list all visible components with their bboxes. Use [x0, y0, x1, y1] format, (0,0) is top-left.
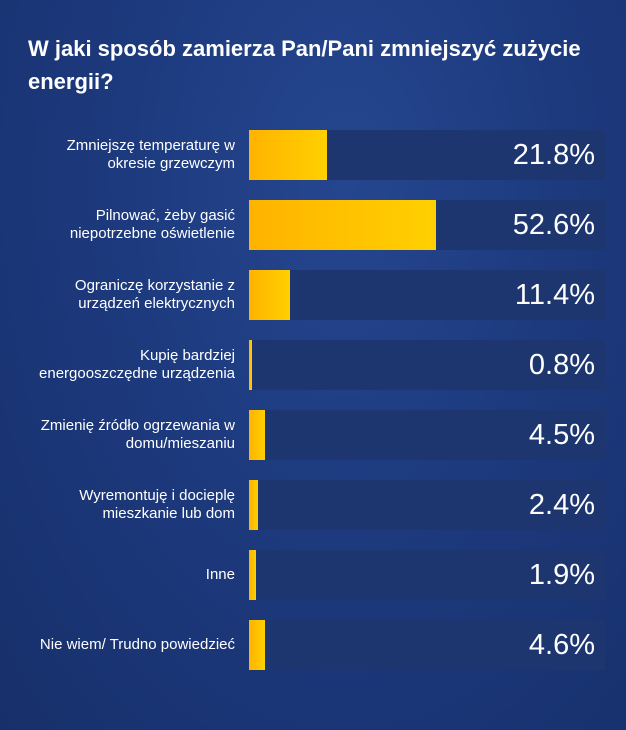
bar-row: Ograniczę korzystanie z urządzeń elektry… — [0, 270, 626, 320]
bar-track: 52.6% — [249, 200, 605, 250]
bar-row: Pilnować, żeby gasić niepotrzebne oświet… — [0, 200, 626, 250]
bar-track: 4.6% — [249, 620, 605, 670]
bar-row: Nie wiem/ Trudno powiedzieć 4.6% — [0, 620, 626, 670]
bar-row: Zmniejszę temperaturę w okresie grzewczy… — [0, 130, 626, 180]
category-label: Inne — [205, 566, 235, 583]
value-label: 1.9% — [528, 559, 595, 591]
bar-track: 11.4% — [249, 270, 605, 320]
chart-title: W jaki sposób zamierza Pan/Pani zmniejsz… — [28, 36, 581, 94]
category-label: Nie wiem/ Trudno powiedzieć — [39, 636, 235, 653]
category-label: Kupię bardziej energooszczędne urządzeni… — [39, 347, 235, 382]
bar-row: Zmienię źródło ogrzewania w domu/mieszan… — [0, 410, 626, 460]
value-label: 11.4% — [514, 279, 595, 311]
bar — [249, 200, 437, 250]
value-label: 2.4% — [528, 489, 595, 521]
bar-track: 0.8% — [249, 340, 605, 390]
category-label: Zmienię źródło ogrzewania w domu/mieszan… — [40, 417, 235, 452]
bar — [249, 410, 266, 460]
value-label: 0.8% — [528, 349, 595, 381]
value-label: 52.6% — [512, 209, 595, 241]
bar-row: Kupię bardziej energooszczędne urządzeni… — [0, 340, 626, 390]
bar-row: Wyremontuję i docieplę mieszkanie lub do… — [0, 480, 626, 530]
bar-track: 1.9% — [249, 550, 605, 600]
bar-track: 2.4% — [249, 480, 605, 530]
bar — [249, 550, 256, 600]
bar — [249, 480, 258, 530]
bar-row: Inne 1.9% — [0, 550, 626, 600]
value-label: 21.8% — [512, 139, 595, 171]
value-label: 4.5% — [528, 419, 595, 451]
bar — [249, 270, 290, 320]
category-label: Zmniejszę temperaturę w okresie grzewczy… — [66, 137, 235, 172]
bar-track: 4.5% — [249, 410, 605, 460]
bar — [249, 620, 266, 670]
bar — [249, 130, 327, 180]
category-label: Wyremontuję i docieplę mieszkanie lub do… — [79, 487, 235, 522]
category-label: Ograniczę korzystanie z urządzeń elektry… — [74, 277, 235, 312]
bar — [249, 340, 252, 390]
value-label: 4.6% — [528, 629, 595, 661]
bar-track: 21.8% — [249, 130, 605, 180]
category-label: Pilnować, żeby gasić niepotrzebne oświet… — [69, 207, 235, 242]
